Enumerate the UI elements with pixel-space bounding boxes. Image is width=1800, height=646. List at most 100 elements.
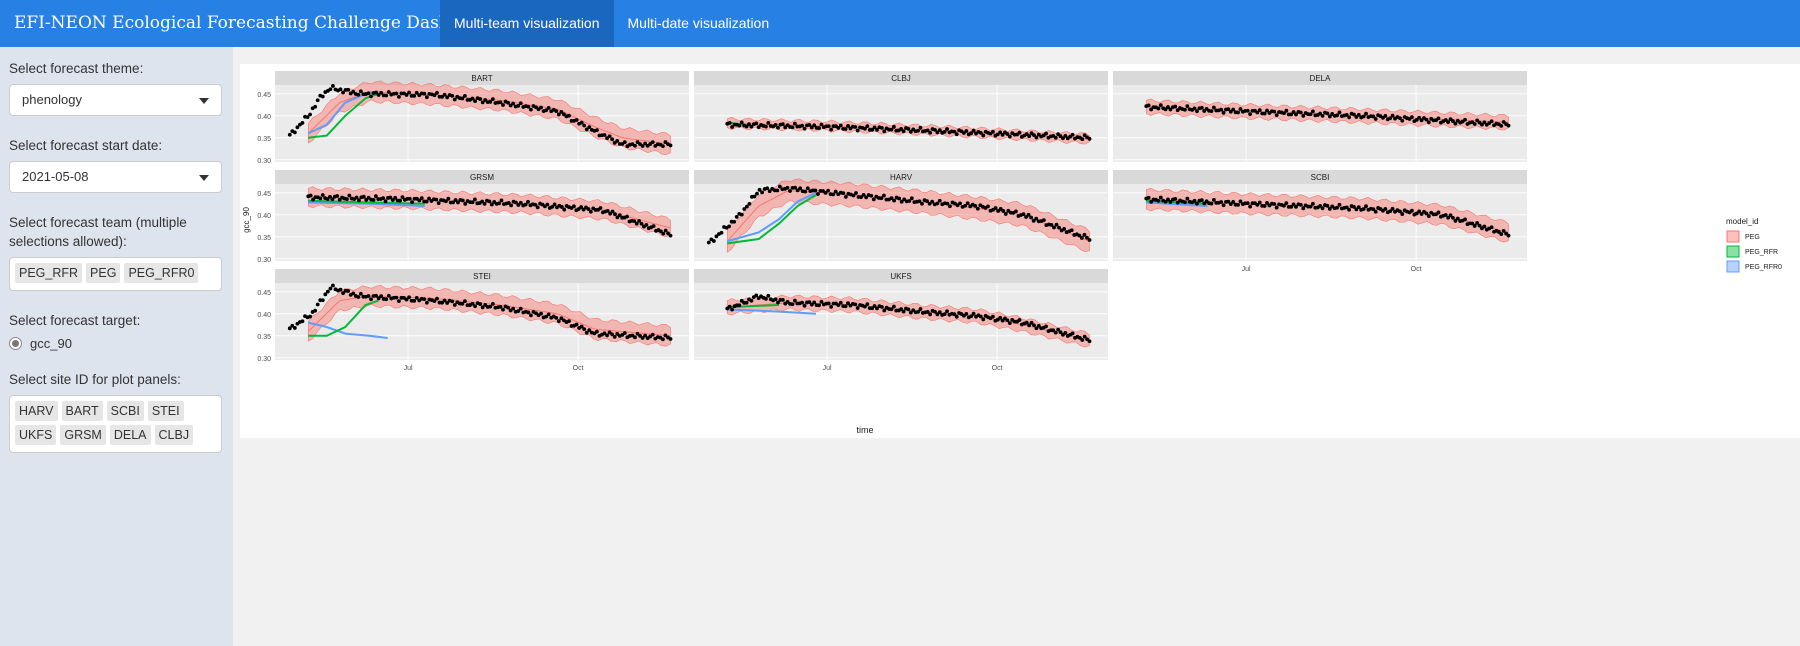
team-chip[interactable]: PEG_RFR	[15, 263, 83, 283]
observed-point	[1163, 199, 1168, 204]
observed-point	[889, 127, 894, 132]
observed-point	[998, 315, 1003, 320]
observed-point	[442, 298, 447, 303]
observed-point	[1185, 196, 1190, 201]
observed-point	[819, 299, 824, 304]
observed-point	[518, 306, 523, 311]
site-chip[interactable]: STEI	[147, 401, 184, 421]
observed-point	[292, 326, 297, 330]
observed-point	[1183, 107, 1187, 112]
observed-point	[635, 331, 640, 336]
observed-point	[487, 199, 492, 204]
observed-point	[394, 91, 399, 96]
observed-point	[635, 140, 640, 145]
observed-point	[942, 129, 947, 134]
observed-point	[341, 291, 345, 296]
observed-point	[308, 112, 312, 117]
observed-point	[1080, 137, 1085, 142]
team-multiselect[interactable]: PEG_RFR PEG PEG_RFR0	[9, 257, 222, 291]
site-multiselect[interactable]: HARV BART SCBI STEI UKFS GRSM DELA CLBJ	[9, 395, 222, 453]
observed-point	[341, 90, 345, 95]
observed-point	[819, 122, 824, 127]
observed-point	[444, 199, 448, 204]
observed-point	[1354, 115, 1359, 119]
observed-point	[773, 123, 778, 127]
observed-point	[1388, 116, 1393, 121]
observed-point	[1024, 215, 1028, 219]
observed-point	[998, 130, 1003, 135]
observed-point	[579, 324, 584, 329]
observed-point	[579, 205, 584, 209]
observed-point	[376, 93, 381, 97]
observed-point	[480, 199, 485, 204]
team-chip[interactable]: PEG_RFR0	[124, 263, 199, 283]
observed-point	[373, 194, 378, 199]
observed-point	[1192, 198, 1197, 203]
observed-point	[838, 123, 843, 128]
observed-point	[855, 306, 860, 310]
observed-point	[1463, 117, 1467, 122]
observed-point	[764, 297, 768, 301]
observed-point	[714, 234, 719, 239]
y-tick-label: 0.30	[257, 257, 271, 264]
observed-point	[1031, 218, 1036, 223]
observed-point	[488, 99, 493, 104]
site-chip[interactable]: DELA	[109, 425, 151, 445]
site-chip[interactable]: UKFS	[15, 425, 57, 445]
observed-point	[483, 303, 488, 307]
site-chip[interactable]: HARV	[15, 401, 58, 421]
observed-point	[1027, 323, 1032, 328]
tab-multi-date[interactable]: Multi-date visualization	[627, 15, 770, 31]
observed-point	[813, 188, 818, 193]
site-chip[interactable]: BART	[61, 401, 103, 421]
observed-point	[711, 239, 716, 243]
observed-point	[668, 143, 673, 148]
peg-ribbon	[726, 294, 1090, 348]
observed-point	[1272, 109, 1277, 114]
observed-point	[514, 200, 518, 205]
observed-point	[767, 189, 772, 194]
site-chip[interactable]: GRSM	[60, 425, 106, 445]
observed-point	[463, 93, 467, 98]
observed-point	[1192, 106, 1197, 111]
observed-point	[945, 309, 949, 314]
site-chip[interactable]: CLBJ	[154, 425, 194, 445]
observed-point	[1053, 135, 1058, 140]
date-select[interactable]: 2021-05-08	[9, 161, 222, 193]
observed-point	[948, 204, 952, 209]
x-tick-label: Jul	[1242, 266, 1251, 273]
observed-point	[1344, 113, 1349, 117]
observed-point	[792, 121, 797, 126]
observed-point	[1063, 133, 1068, 138]
observed-point	[617, 213, 622, 218]
observed-point	[805, 186, 810, 191]
tab-multi-team[interactable]: Multi-team visualization	[440, 0, 614, 47]
site-chip[interactable]: SCBI	[106, 401, 144, 421]
observed-point	[1080, 236, 1084, 240]
observed-point	[892, 198, 896, 203]
target-radio-option[interactable]: gcc_90	[9, 336, 223, 351]
observed-point	[1054, 222, 1059, 227]
team-chip[interactable]: PEG	[86, 263, 121, 283]
observed-point	[1024, 320, 1029, 325]
theme-select[interactable]: phenology	[9, 84, 222, 116]
radio-button[interactable]	[9, 337, 22, 350]
observed-point	[1298, 202, 1303, 207]
observed-point	[1005, 318, 1010, 323]
observed-point	[663, 140, 668, 144]
observed-point	[1506, 233, 1511, 238]
legend-key	[1726, 245, 1740, 258]
observed-point	[1231, 200, 1236, 204]
observed-point	[1209, 201, 1214, 206]
observed-point	[747, 201, 752, 206]
observed-point	[969, 131, 974, 136]
observed-point	[754, 121, 759, 126]
observed-point	[1221, 110, 1226, 115]
observed-point	[1029, 215, 1034, 220]
observed-point	[419, 196, 424, 201]
observed-point	[760, 190, 764, 195]
observed-point	[366, 91, 371, 96]
observed-point	[412, 298, 417, 303]
observed-point	[945, 201, 950, 206]
observed-point	[661, 337, 665, 342]
